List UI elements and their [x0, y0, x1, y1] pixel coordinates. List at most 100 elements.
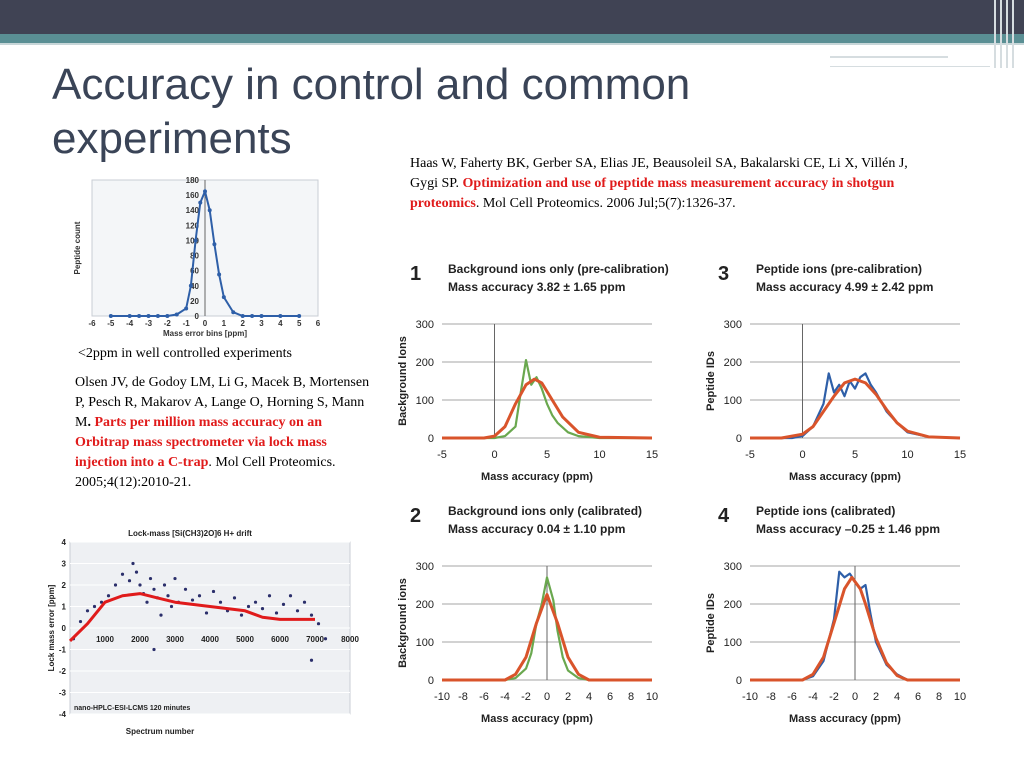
- x-tick-label: -5: [437, 449, 447, 461]
- x-tick-label: 15: [646, 449, 658, 461]
- x-tick-label: 3000: [166, 635, 184, 644]
- chart-annotation: nano-HPLC-ESI-LCMS 120 minutes: [74, 705, 190, 712]
- data-point: [148, 576, 153, 581]
- x-tick-label: 10: [901, 449, 913, 461]
- data-point: [145, 600, 149, 604]
- x-tick-label: -2: [829, 691, 839, 703]
- data-point: [184, 306, 189, 311]
- x-tick-label: -2: [521, 691, 531, 703]
- corner-deco-line: [1006, 0, 1008, 68]
- data-point: [166, 594, 170, 598]
- data-point: [92, 604, 97, 609]
- olsen-authors: Olsen JV, de Godoy LM, Li G, Macek B, Mo…: [75, 375, 370, 430]
- x-tick-label: 2: [873, 691, 879, 703]
- data-point: [302, 600, 307, 604]
- x-tick-label: 6: [607, 691, 613, 703]
- series-line-orange: [750, 377, 961, 440]
- y-axis-label: Peptide count: [73, 221, 82, 274]
- data-point: [203, 189, 207, 194]
- panel-number: 2: [410, 505, 421, 527]
- data-point: [190, 598, 195, 602]
- olsen-paper-title: Parts per million mass accuracy on an Or…: [75, 415, 327, 470]
- series-line-orange: [442, 377, 653, 440]
- x-tick-label: 5000: [236, 635, 254, 644]
- series-line-blue: [750, 372, 961, 440]
- data-point: [281, 602, 286, 606]
- data-point: [108, 314, 113, 318]
- data-point: [155, 314, 160, 318]
- y-tick-label: 100: [724, 637, 742, 649]
- data-point: [113, 583, 118, 587]
- data-point: [250, 314, 255, 318]
- data-point: [152, 587, 156, 591]
- y-tick-label: 100: [416, 637, 434, 649]
- panel-title: Background ions only (calibrated): [448, 504, 642, 518]
- panel-number: 1: [410, 263, 421, 285]
- data-point: [316, 622, 321, 626]
- x-tick-label: -1: [183, 319, 191, 328]
- x-tick-label: 4: [894, 691, 900, 703]
- haas-sep: .: [455, 176, 463, 191]
- data-point: [174, 312, 179, 317]
- data-point: [212, 242, 217, 247]
- y-tick-label: 3: [62, 560, 67, 569]
- x-tick-label: 8: [936, 691, 942, 703]
- data-point: [253, 600, 258, 604]
- y-tick-label: 1: [62, 603, 67, 612]
- panel-subtitle: Mass accuracy 0.04 ± 1.10 ppm: [448, 522, 625, 536]
- x-tick-label: 0: [544, 691, 550, 703]
- x-tick-label: 10: [646, 691, 658, 703]
- panel-title: Peptide ions (pre-calibration): [756, 262, 922, 276]
- data-point: [198, 200, 203, 205]
- x-tick-label: 5: [297, 319, 302, 328]
- data-point: [137, 314, 142, 318]
- corner-deco-line: [994, 0, 996, 68]
- data-point: [211, 589, 216, 594]
- panel-title: Peptide ions (calibrated): [756, 504, 895, 518]
- y-tick-label: 100: [416, 395, 434, 407]
- y-tick-label: 100: [724, 395, 742, 407]
- series-line-orange: [750, 575, 960, 682]
- data-line: [110, 188, 300, 317]
- panel-subtitle: Mass accuracy 4.99 ± 2.42 ppm: [756, 280, 933, 294]
- y-tick-label: 300: [724, 561, 742, 573]
- data-point: [217, 272, 222, 277]
- x-tick-label: 7000: [306, 635, 324, 644]
- panel-3-chart: 3 Peptide ions (pre-calibration) Mass accu…: [705, 262, 966, 483]
- x-tick-label: -4: [808, 691, 818, 703]
- data-point: [165, 314, 170, 318]
- x-tick-label: -5: [107, 319, 115, 328]
- panel-1-chart: 1 Background ions only (pre-calibration) M…: [397, 262, 669, 483]
- data-point: [218, 600, 223, 604]
- x-tick-label: 5: [544, 449, 550, 461]
- panel-number: 4: [718, 505, 730, 527]
- data-point: [274, 611, 279, 615]
- header-divider: [0, 43, 1024, 45]
- corner-deco-line: [1012, 0, 1014, 68]
- x-tick-label: -8: [766, 691, 776, 703]
- x-tick-label: 10: [593, 449, 605, 461]
- y-tick-label: 0: [736, 433, 742, 445]
- data-point: [278, 314, 283, 318]
- y-tick-label: 0: [736, 675, 742, 687]
- y-axis-label: Background Ions: [397, 336, 409, 426]
- data-point: [207, 208, 212, 213]
- x-axis-label: Spectrum number: [126, 727, 194, 736]
- data-point: [221, 295, 226, 300]
- haas-citation: Haas W, Faherty BK, Gerber SA, Elias JE,…: [410, 154, 910, 214]
- y-axis-label: Background ions: [397, 578, 409, 668]
- data-point: [120, 572, 125, 576]
- data-point: [259, 314, 264, 318]
- y-tick-label: 200: [416, 357, 434, 369]
- data-point: [267, 594, 272, 598]
- x-tick-label: 0: [852, 691, 858, 703]
- y-axis-label: Peptide IDs: [705, 593, 717, 653]
- x-tick-label: -6: [787, 691, 797, 703]
- x-tick-label: -8: [458, 691, 468, 703]
- x-tick-label: 6: [316, 319, 321, 328]
- title-deco-line: [830, 56, 948, 58]
- x-tick-label: -6: [88, 319, 96, 328]
- x-tick-label: 4: [278, 319, 283, 328]
- y-tick-label: 300: [724, 319, 742, 331]
- x-tick-label: -3: [145, 319, 153, 328]
